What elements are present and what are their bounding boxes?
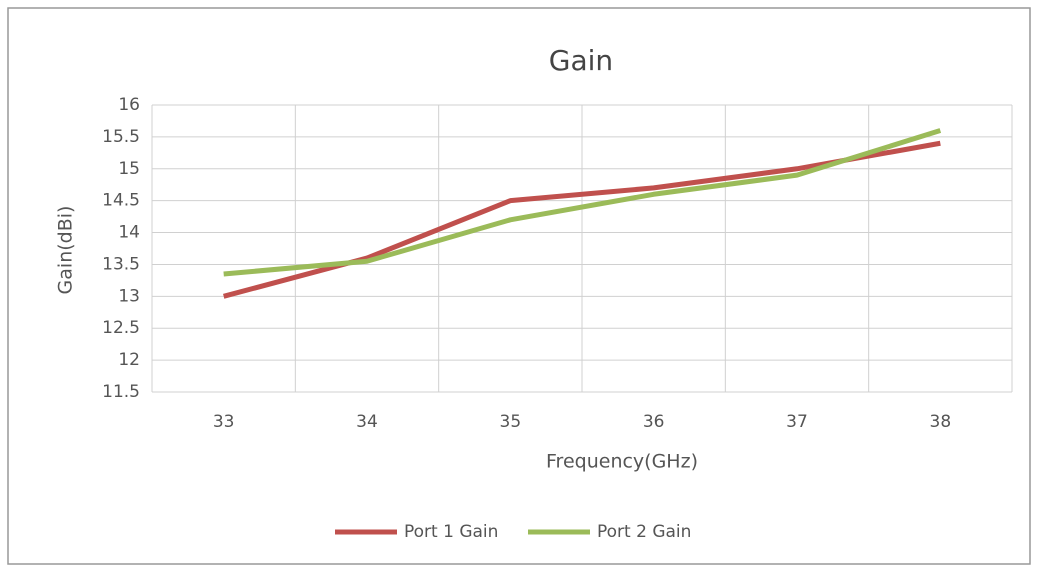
legend-label: Port 2 Gain (597, 522, 691, 542)
y-tick-label: 11.5 (102, 382, 140, 402)
y-tick-label: 13.5 (102, 254, 140, 274)
y-tick-label: 12.5 (102, 318, 140, 338)
legend-label: Port 1 Gain (404, 522, 498, 542)
y-tick-label: 13 (118, 286, 140, 306)
y-axis-title: Gain(dBi) (55, 206, 77, 295)
series-line (223, 128, 942, 277)
y-tick-label: 15 (118, 159, 140, 179)
x-tick-label: 35 (500, 412, 522, 432)
x-tick-label: 37 (786, 412, 808, 432)
chart-title: Gain (549, 44, 613, 77)
y-tick-label: 12 (118, 350, 140, 370)
chart-border (7, 7, 1031, 565)
x-tick-label: 36 (643, 412, 665, 432)
y-tick-label: 14 (118, 223, 140, 243)
y-tick-label: 16 (118, 95, 140, 115)
x-tick-label: 34 (356, 412, 378, 432)
y-tick-label: 14.5 (102, 191, 140, 211)
x-axis-title: Frequency(GHz) (546, 451, 698, 473)
y-tick-label: 15.5 (102, 127, 140, 147)
x-tick-label: 38 (930, 412, 952, 432)
x-tick-label: 33 (213, 412, 235, 432)
